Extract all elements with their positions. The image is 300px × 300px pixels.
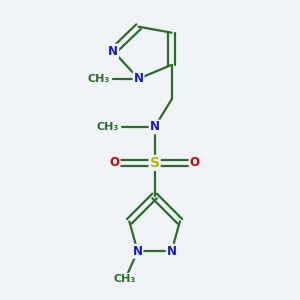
Text: N: N [133, 245, 142, 258]
Text: N: N [150, 121, 160, 134]
Text: S: S [150, 156, 160, 170]
Text: N: N [167, 245, 177, 258]
Text: N: N [134, 72, 143, 85]
Text: CH₃: CH₃ [87, 74, 110, 84]
Text: O: O [190, 156, 200, 170]
Text: O: O [110, 156, 120, 170]
Text: CH₃: CH₃ [97, 122, 119, 132]
Text: CH₃: CH₃ [114, 274, 136, 284]
Text: N: N [108, 45, 118, 58]
